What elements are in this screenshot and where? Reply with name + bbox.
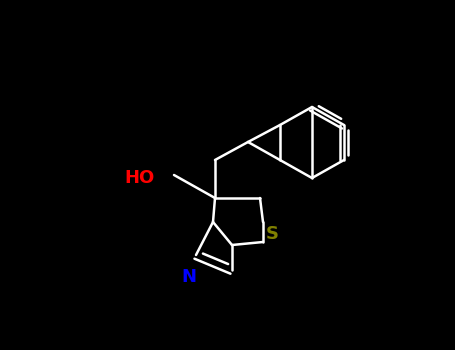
- Text: N: N: [181, 268, 196, 286]
- Text: S: S: [266, 225, 278, 243]
- Text: HO: HO: [125, 169, 155, 187]
